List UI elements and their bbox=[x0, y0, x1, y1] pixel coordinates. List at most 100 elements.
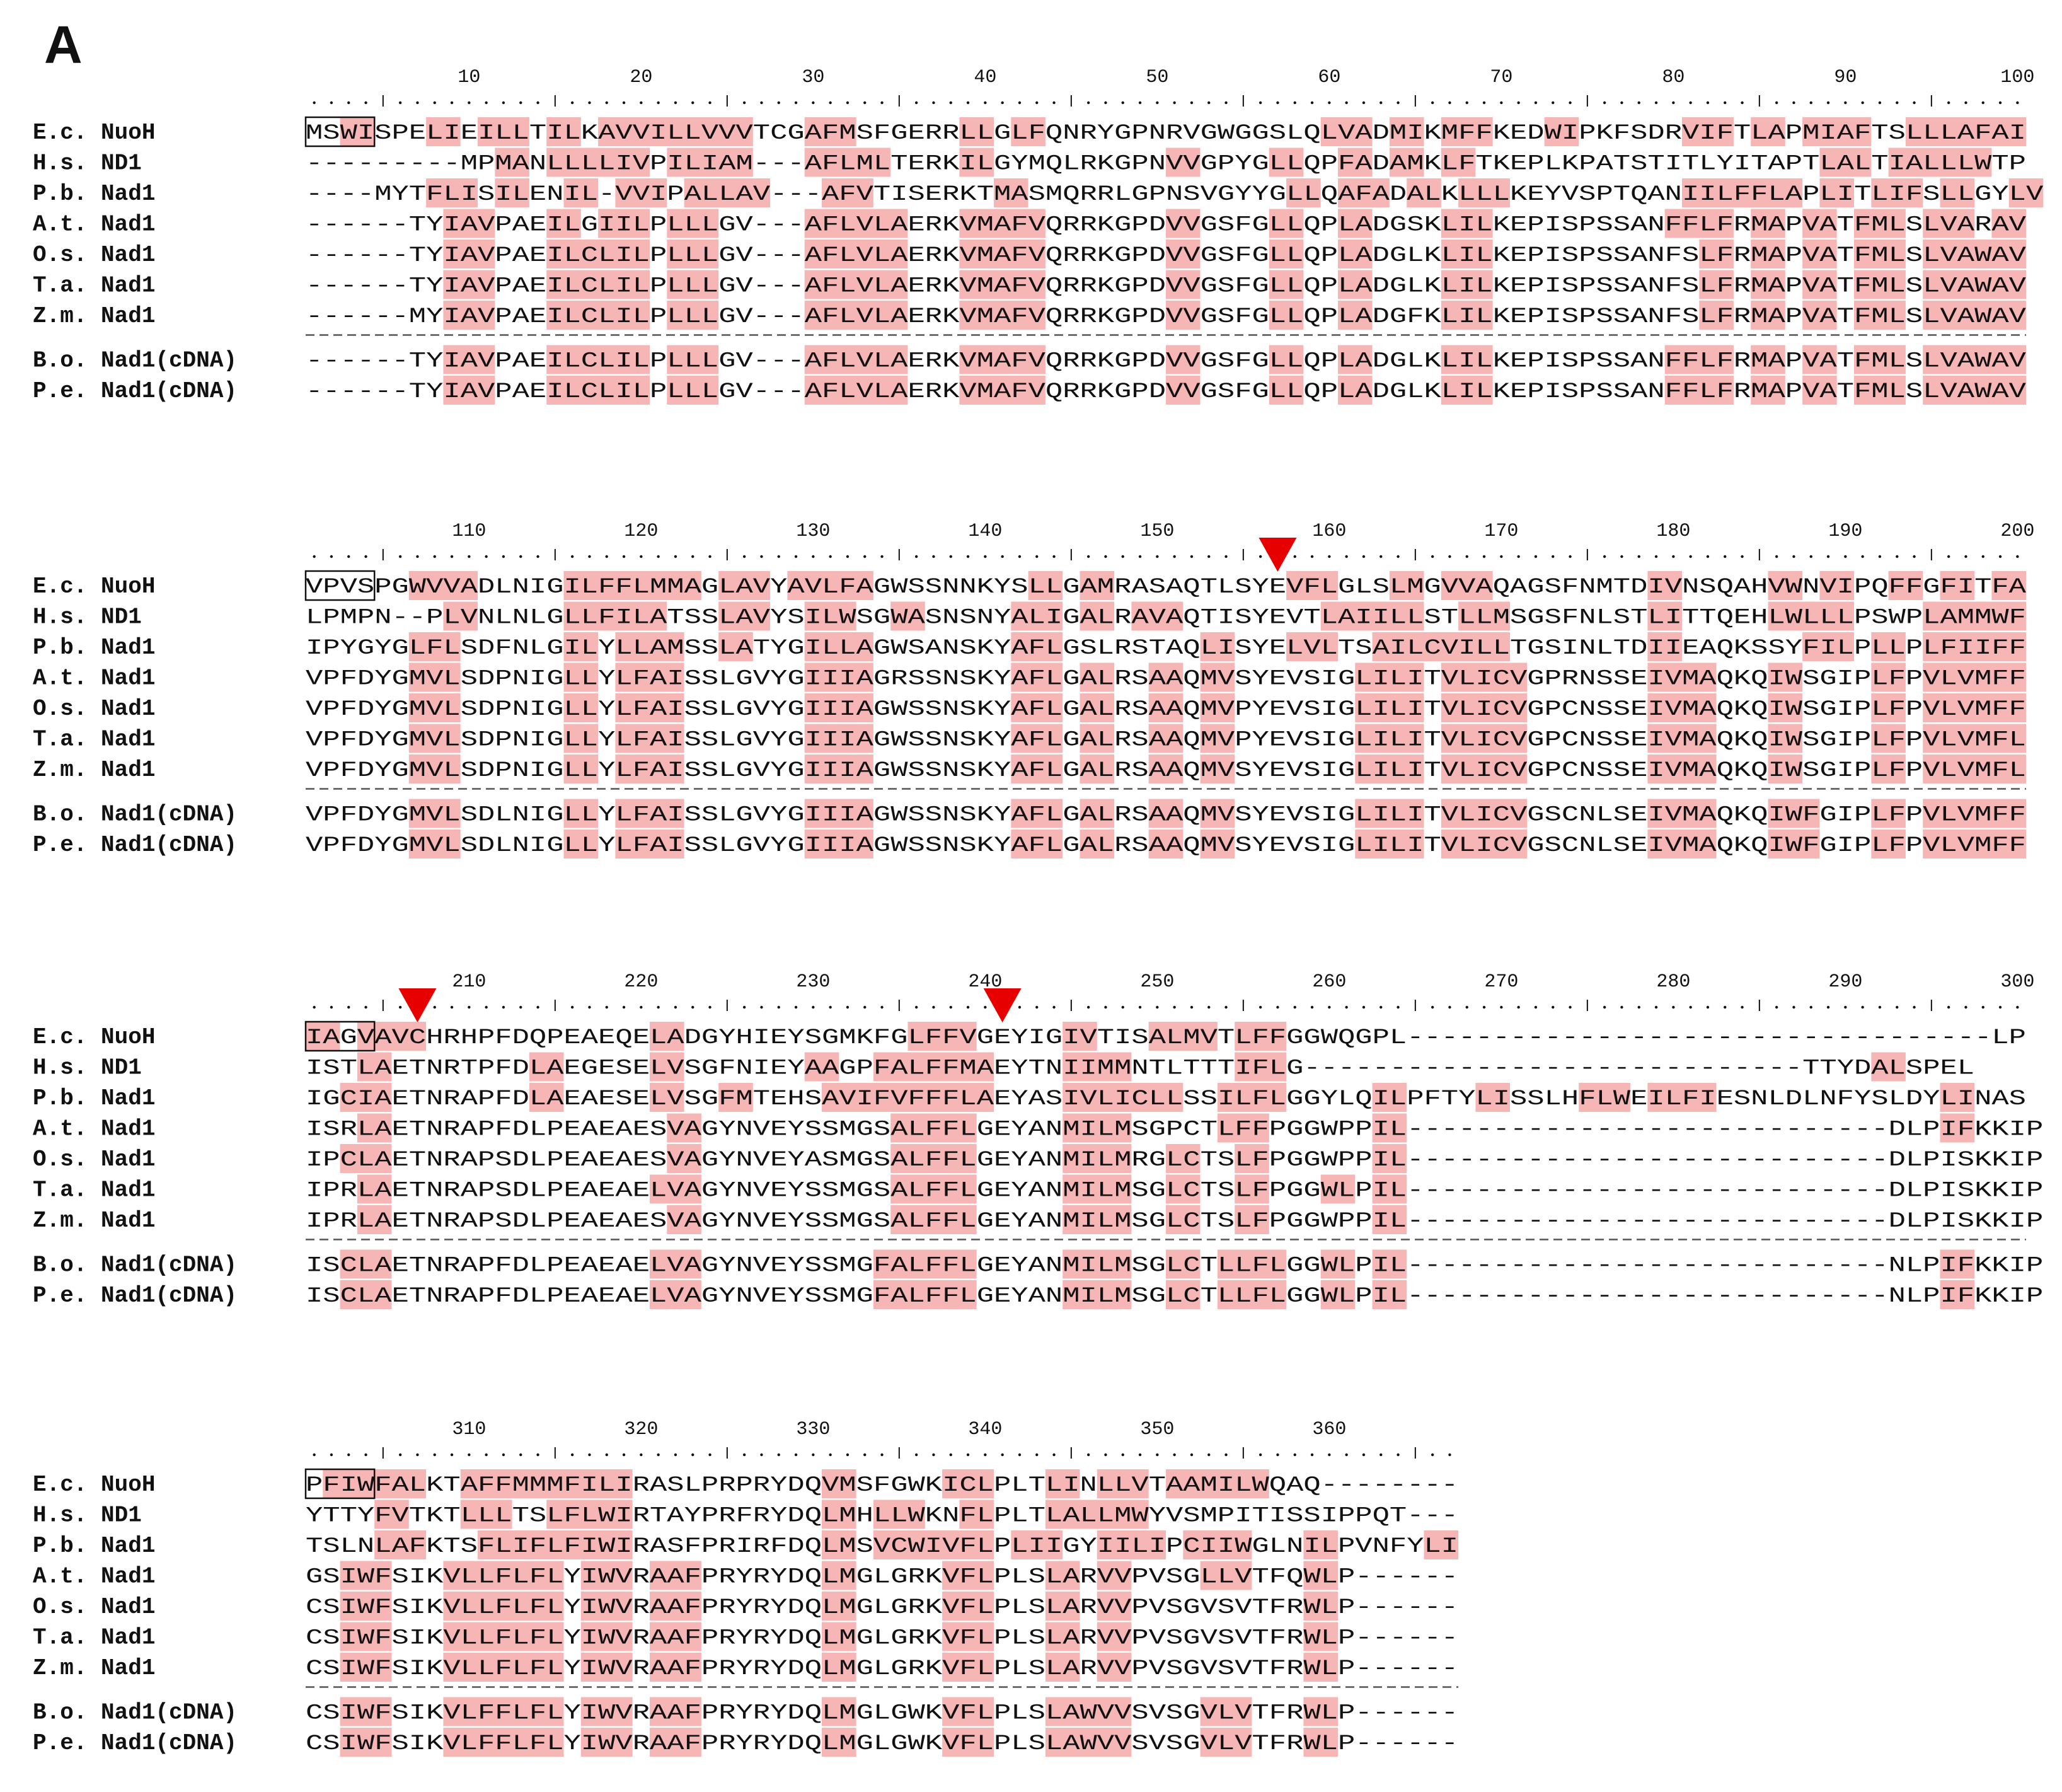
conserved-region-highlight bbox=[873, 1249, 977, 1279]
conserved-region-highlight bbox=[580, 1653, 633, 1682]
conserved-region-highlight bbox=[1768, 571, 1803, 600]
conserved-region-highlight bbox=[650, 1622, 701, 1651]
ruler-dot bbox=[760, 101, 763, 105]
conserved-region-highlight bbox=[1647, 662, 1717, 692]
conserved-region-highlight bbox=[1854, 270, 1906, 299]
ruler-dot bbox=[1190, 1005, 1194, 1009]
conserved-region-highlight bbox=[1235, 1052, 1287, 1082]
ruler-dot bbox=[570, 1005, 574, 1009]
conserved-region-highlight bbox=[822, 1728, 856, 1757]
conserved-region-highlight bbox=[650, 1697, 701, 1726]
conserved-region-highlight bbox=[1097, 1469, 1149, 1498]
conserved-region-highlight bbox=[546, 345, 650, 374]
ruler-dot bbox=[364, 1453, 367, 1457]
sequence-name: O.s. Nad1 bbox=[33, 242, 155, 268]
panel-label: A bbox=[44, 15, 83, 74]
conserved-region-highlight bbox=[650, 1653, 701, 1682]
conserved-region-highlight bbox=[1320, 1280, 1356, 1309]
sequence-residues: CSIWFSIKVLLFLFLYIWVRAAFPRYRYDQLMGLGRKVFL… bbox=[306, 1596, 1458, 1620]
conserved-region-highlight bbox=[1647, 830, 1717, 858]
conserved-region-highlight bbox=[357, 1022, 427, 1051]
conserved-region-highlight bbox=[1148, 693, 1184, 722]
ruler-dot bbox=[657, 1453, 660, 1457]
conserved-region-highlight bbox=[1200, 754, 1235, 783]
conserved-region-highlight bbox=[1923, 601, 2026, 631]
conserved-region-highlight bbox=[822, 1592, 856, 1621]
conserved-region-highlight bbox=[1940, 571, 1975, 600]
ruler-tick-label: 120 bbox=[624, 521, 658, 542]
ruler-dot bbox=[1293, 101, 1296, 105]
ruler-tick-label: 200 bbox=[2000, 521, 2034, 542]
ruler-dot bbox=[1259, 101, 1262, 105]
conserved-region-highlight bbox=[1389, 147, 1424, 177]
conserved-region-highlight bbox=[804, 1052, 839, 1082]
conserved-region-highlight bbox=[1320, 117, 1373, 146]
conserved-region-highlight bbox=[1682, 178, 1803, 207]
conserved-region-highlight bbox=[1166, 1144, 1201, 1173]
ruler-dot bbox=[433, 1453, 436, 1457]
conserved-region-highlight bbox=[1751, 376, 1785, 405]
sequence-residues: CSIWFSIKVLFFLFLYIWVRAAFPRYRYDQLMGLGWKVFL… bbox=[306, 1702, 1458, 1726]
ruler-dot bbox=[777, 101, 780, 105]
ruler-dot bbox=[691, 555, 694, 558]
conserved-region-highlight bbox=[1579, 1083, 1631, 1112]
sequence-row: P.b. Nad1 IPYGYGLFLSDFNLGILYLLAMSSLATYGIL… bbox=[33, 632, 2026, 661]
conserved-region-highlight bbox=[495, 178, 529, 207]
sequence-name: T.a. Nad1 bbox=[33, 273, 155, 299]
ruler-dot bbox=[1310, 1005, 1314, 1009]
conserved-region-highlight bbox=[804, 662, 873, 692]
sequence-residues: ISTLAETNRTPFDLAEGESELVSGFNIEYAAGPFALFFMA… bbox=[306, 1057, 1974, 1081]
conserved-region-highlight bbox=[1080, 693, 1115, 722]
conserved-region-highlight bbox=[1372, 1113, 1407, 1143]
ruler-dot bbox=[1964, 1005, 1967, 1009]
conserved-region-highlight bbox=[959, 1500, 994, 1529]
ruler-dot bbox=[1998, 555, 2002, 558]
ruler-dot bbox=[1328, 1453, 1331, 1457]
conserved-region-highlight bbox=[1991, 209, 2026, 238]
ruler-tick-label: 260 bbox=[1312, 971, 1346, 993]
sequence-name: O.s. Nad1 bbox=[33, 1594, 155, 1620]
sequence-row: A.t. Nad1 GSIWFSIKVLLFLFLYIWVRAAFPRYRYDQL… bbox=[33, 1561, 1458, 1590]
ruler-dot bbox=[1156, 1005, 1159, 1009]
ruler-dot bbox=[622, 101, 626, 105]
ruler-dot bbox=[1138, 101, 1142, 105]
ruler-dot bbox=[1018, 555, 1022, 558]
ruler-dot bbox=[485, 555, 488, 558]
conserved-region-highlight bbox=[1063, 1052, 1132, 1082]
ruler-dot bbox=[1173, 101, 1176, 105]
conserved-region-highlight bbox=[408, 632, 461, 661]
ruler-dot bbox=[1224, 555, 1228, 558]
ruler-dot bbox=[1741, 101, 1744, 105]
ruler-dot bbox=[1637, 555, 1640, 558]
sequence-name: P.e. Nad1(cDNA) bbox=[33, 1730, 237, 1756]
ruler-dot bbox=[1104, 1453, 1107, 1457]
ruler-dot bbox=[313, 1005, 316, 1009]
conserved-region-highlight bbox=[1441, 754, 1528, 783]
ruler-dot bbox=[1001, 555, 1004, 558]
conserved-region-highlight bbox=[1235, 1174, 1269, 1204]
conserved-region-highlight bbox=[357, 1174, 392, 1204]
ruler-dot bbox=[640, 1005, 643, 1009]
sequence-name: P.b. Nad1 bbox=[33, 1533, 155, 1559]
conserved-region-highlight bbox=[1217, 1249, 1287, 1279]
ruler-tick-label: 110 bbox=[452, 521, 486, 542]
ruler-dot bbox=[1672, 101, 1675, 105]
conserved-region-highlight bbox=[890, 601, 925, 631]
ruler-dot bbox=[433, 101, 436, 105]
conserved-region-highlight bbox=[804, 345, 908, 374]
conserved-region-highlight bbox=[615, 632, 684, 661]
conserved-region-highlight bbox=[443, 301, 495, 330]
ruler-dot bbox=[398, 555, 402, 558]
conserved-region-highlight bbox=[1647, 724, 1717, 753]
alignment-block: 110 120 130 140 150 160 170 180 190 200 E.c. NuoH V… bbox=[33, 521, 2034, 858]
ruler-dot bbox=[691, 1453, 694, 1457]
conserved-region-highlight bbox=[408, 724, 461, 753]
ruler-dot bbox=[1207, 101, 1211, 105]
conserved-region-highlight bbox=[1647, 601, 1682, 631]
ruler-dot bbox=[640, 555, 643, 558]
ruler-dot bbox=[760, 555, 763, 558]
conserved-region-highlight bbox=[495, 147, 529, 177]
ruler-dot bbox=[1121, 1453, 1124, 1457]
conserved-region-highlight bbox=[615, 178, 667, 207]
